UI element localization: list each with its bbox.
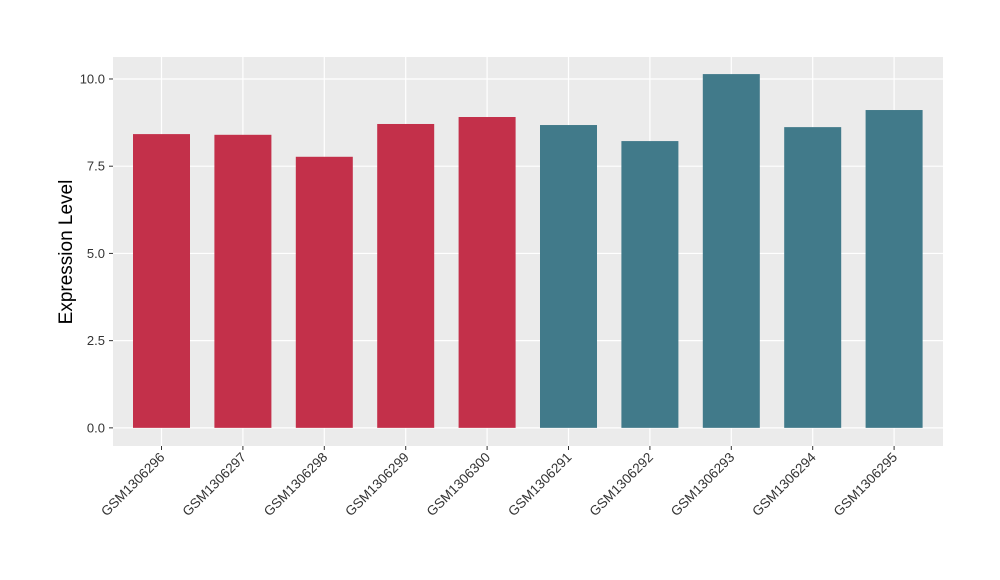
y-tick-label: 2.5: [87, 333, 105, 348]
bar: [133, 134, 190, 428]
x-tick-label: GSM1306294: [749, 449, 819, 519]
x-tick-label: GSM1306292: [587, 450, 657, 520]
bar: [702, 74, 760, 428]
bar: [540, 125, 597, 428]
bar: [621, 141, 679, 428]
bar: [377, 123, 435, 428]
x-tick-label: GSM1306297: [180, 450, 250, 520]
y-tick-label: 0.0: [87, 420, 105, 435]
x-tick-label: GSM1306299: [342, 450, 412, 520]
x-tick-label: GSM1306293: [668, 450, 738, 520]
bar: [458, 117, 516, 428]
x-tick-label: GSM1306300: [424, 450, 494, 520]
y-axis-title: Expression Level: [56, 180, 77, 325]
x-tick-label: GSM1306291: [505, 450, 575, 520]
bar: [865, 110, 923, 428]
y-tick-label: 5.0: [87, 246, 105, 261]
x-tick-label: GSM1306295: [831, 450, 901, 520]
y-tick-label: 10.0: [80, 71, 105, 86]
bar: [214, 134, 272, 428]
x-tick-label: GSM1306298: [261, 450, 331, 520]
bar: [295, 156, 353, 428]
y-tick-label: 7.5: [87, 159, 105, 174]
bar: [784, 127, 842, 428]
x-tick-label: GSM1306296: [98, 450, 168, 520]
